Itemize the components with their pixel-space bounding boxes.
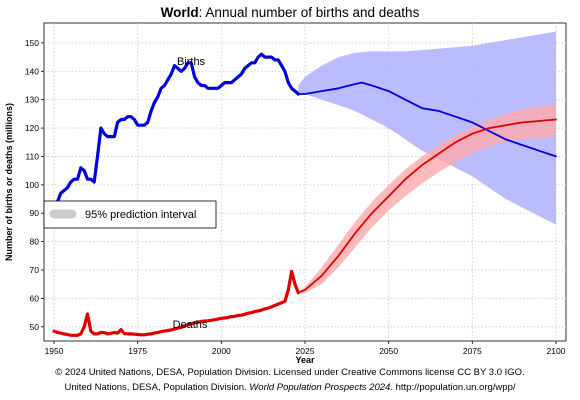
y-axis-ticks: 50 60 70 80 90 100 110 120 130 140 150 — [25, 38, 44, 332]
prediction-bands — [298, 31, 556, 295]
x-tick-label-2025: 2025 — [296, 346, 315, 356]
x-axis-label: Year — [295, 355, 315, 365]
x-tick-label-2075: 2075 — [463, 346, 482, 356]
x-tick-label-2100: 2100 — [547, 346, 566, 356]
y-tick-label-130: 130 — [25, 95, 39, 105]
footer-citation-title: World Population Prospects 2024 — [249, 382, 390, 393]
births_band-area — [298, 31, 556, 225]
deaths-line-projection — [297, 118, 557, 294]
y-axis-label: Number of births or deaths (millions) — [4, 103, 14, 261]
footer-citation-url: . http://population.un.org/wpp/ — [390, 382, 516, 393]
deaths_band-area — [298, 103, 556, 295]
y-tick-label-140: 140 — [25, 66, 39, 76]
footer-citation-org: United Nations, DESA, Population Divisio… — [65, 382, 247, 393]
footer-license: © 2024 United Nations, DESA, Population … — [55, 367, 524, 378]
y-tick-label-50: 50 — [30, 322, 40, 332]
x-tick-label-1975: 1975 — [128, 346, 147, 356]
deaths-annotation: Deaths — [173, 319, 208, 331]
y-tick-label-150: 150 — [25, 38, 39, 48]
footer-citation: United Nations, DESA, Population Divisio… — [65, 382, 516, 393]
y-tick-label-80: 80 — [30, 237, 40, 247]
deaths-line-estimates — [52, 269, 300, 337]
legend: 95% prediction interval — [43, 200, 217, 229]
series-lines — [52, 52, 557, 337]
y-tick-label-60: 60 — [30, 293, 40, 303]
legend-label: 95% prediction interval — [85, 209, 196, 221]
legend-box — [43, 200, 217, 229]
births-line-estimates — [52, 52, 300, 210]
x-axis-ticks: 1950 1975 2000 2025 2050 2075 2100 — [45, 341, 566, 356]
title-text: : Annual number of births and deaths — [199, 5, 420, 20]
y-tick-label-110: 110 — [25, 151, 39, 161]
births-line-projection — [297, 81, 557, 158]
y-tick-label-120: 120 — [25, 123, 39, 133]
chart-title: World: Annual number of births and death… — [161, 5, 420, 20]
title-region: World — [161, 5, 199, 20]
x-tick-label-2050: 2050 — [379, 346, 398, 356]
x-tick-label-1950: 1950 — [45, 346, 64, 356]
y-tick-label-70: 70 — [30, 265, 40, 275]
y-tick-label-100: 100 — [25, 180, 39, 190]
y-tick-label-90: 90 — [30, 208, 40, 218]
births-annotation: Births — [177, 56, 206, 68]
x-tick-label-2000: 2000 — [212, 346, 231, 356]
